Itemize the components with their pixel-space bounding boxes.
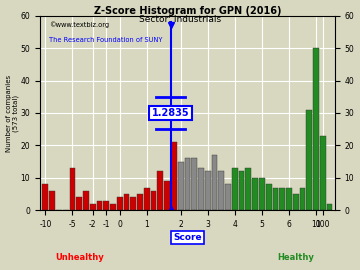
- Bar: [130, 197, 136, 210]
- Bar: [151, 191, 157, 210]
- Bar: [300, 188, 305, 210]
- Bar: [137, 194, 143, 210]
- Bar: [293, 194, 298, 210]
- Text: The Research Foundation of SUNY: The Research Foundation of SUNY: [49, 37, 162, 43]
- Bar: [185, 158, 190, 210]
- Bar: [306, 110, 312, 210]
- Text: ©www.textbiz.org: ©www.textbiz.org: [49, 21, 109, 28]
- Bar: [259, 178, 265, 210]
- Bar: [157, 171, 163, 210]
- Bar: [320, 136, 326, 210]
- Bar: [178, 162, 184, 210]
- Bar: [239, 171, 244, 210]
- Bar: [232, 168, 238, 210]
- Bar: [286, 188, 292, 210]
- Text: Healthy: Healthy: [277, 253, 314, 262]
- Text: 1.2835: 1.2835: [152, 108, 189, 118]
- Y-axis label: Number of companies
(573 total): Number of companies (573 total): [5, 75, 19, 151]
- Bar: [198, 168, 204, 210]
- Text: Unhealthy: Unhealthy: [55, 253, 104, 262]
- Bar: [171, 142, 177, 210]
- Bar: [103, 201, 109, 210]
- Bar: [273, 188, 278, 210]
- Bar: [49, 191, 55, 210]
- X-axis label: Score: Score: [173, 233, 202, 242]
- Bar: [225, 184, 231, 210]
- Bar: [266, 184, 271, 210]
- Bar: [144, 188, 150, 210]
- Title: Z-Score Histogram for GPN (2016): Z-Score Histogram for GPN (2016): [94, 6, 281, 16]
- Bar: [76, 197, 82, 210]
- Bar: [279, 188, 285, 210]
- Bar: [42, 184, 48, 210]
- Bar: [252, 178, 258, 210]
- Bar: [124, 194, 129, 210]
- Bar: [90, 204, 95, 210]
- Bar: [246, 168, 251, 210]
- Bar: [212, 155, 217, 210]
- Bar: [69, 168, 75, 210]
- Bar: [327, 204, 332, 210]
- Bar: [205, 171, 211, 210]
- Bar: [219, 171, 224, 210]
- Bar: [117, 197, 123, 210]
- Bar: [313, 48, 319, 210]
- Bar: [110, 204, 116, 210]
- Bar: [83, 191, 89, 210]
- Bar: [96, 201, 102, 210]
- Bar: [191, 158, 197, 210]
- Bar: [164, 181, 170, 210]
- Text: Sector: Industrials: Sector: Industrials: [139, 15, 221, 24]
